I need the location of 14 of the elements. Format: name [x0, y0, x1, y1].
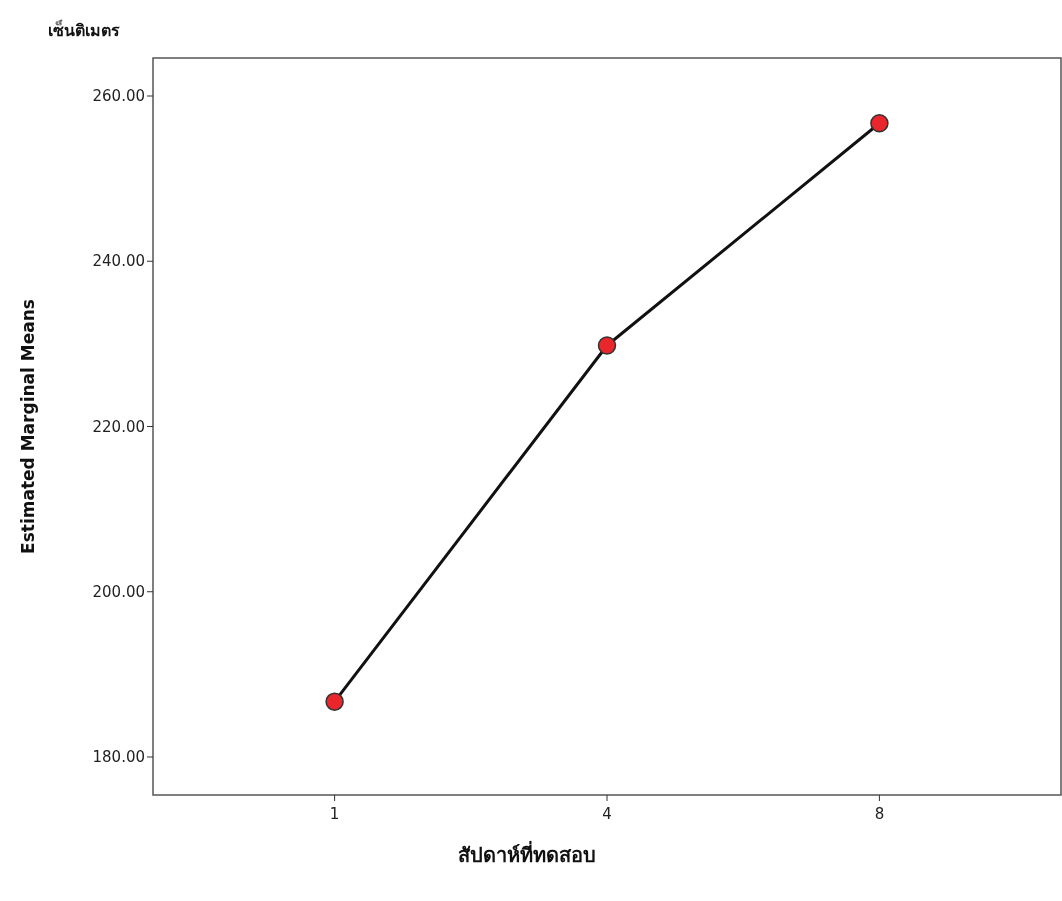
x-tick-label: 8: [874, 805, 885, 823]
x-axis-title: สัปดาห์ที่ทดสอบ: [458, 840, 596, 867]
point: [870, 114, 889, 133]
y-tick-label: 180.00: [92, 747, 145, 766]
y-axis-title: Estimated Marginal Means: [18, 299, 38, 554]
y-tick-label: 220.00: [92, 417, 145, 436]
point: [597, 336, 617, 355]
y-tick-label: 260.00: [92, 87, 145, 106]
y-tick-label: 240.00: [92, 252, 145, 271]
y-tick-label: 200.00: [92, 582, 145, 601]
point: [325, 692, 344, 711]
text: เซ็นติเมตร: [48, 19, 120, 40]
x-tick-label: 4: [602, 805, 612, 823]
x-tick-label: 1: [329, 805, 340, 823]
